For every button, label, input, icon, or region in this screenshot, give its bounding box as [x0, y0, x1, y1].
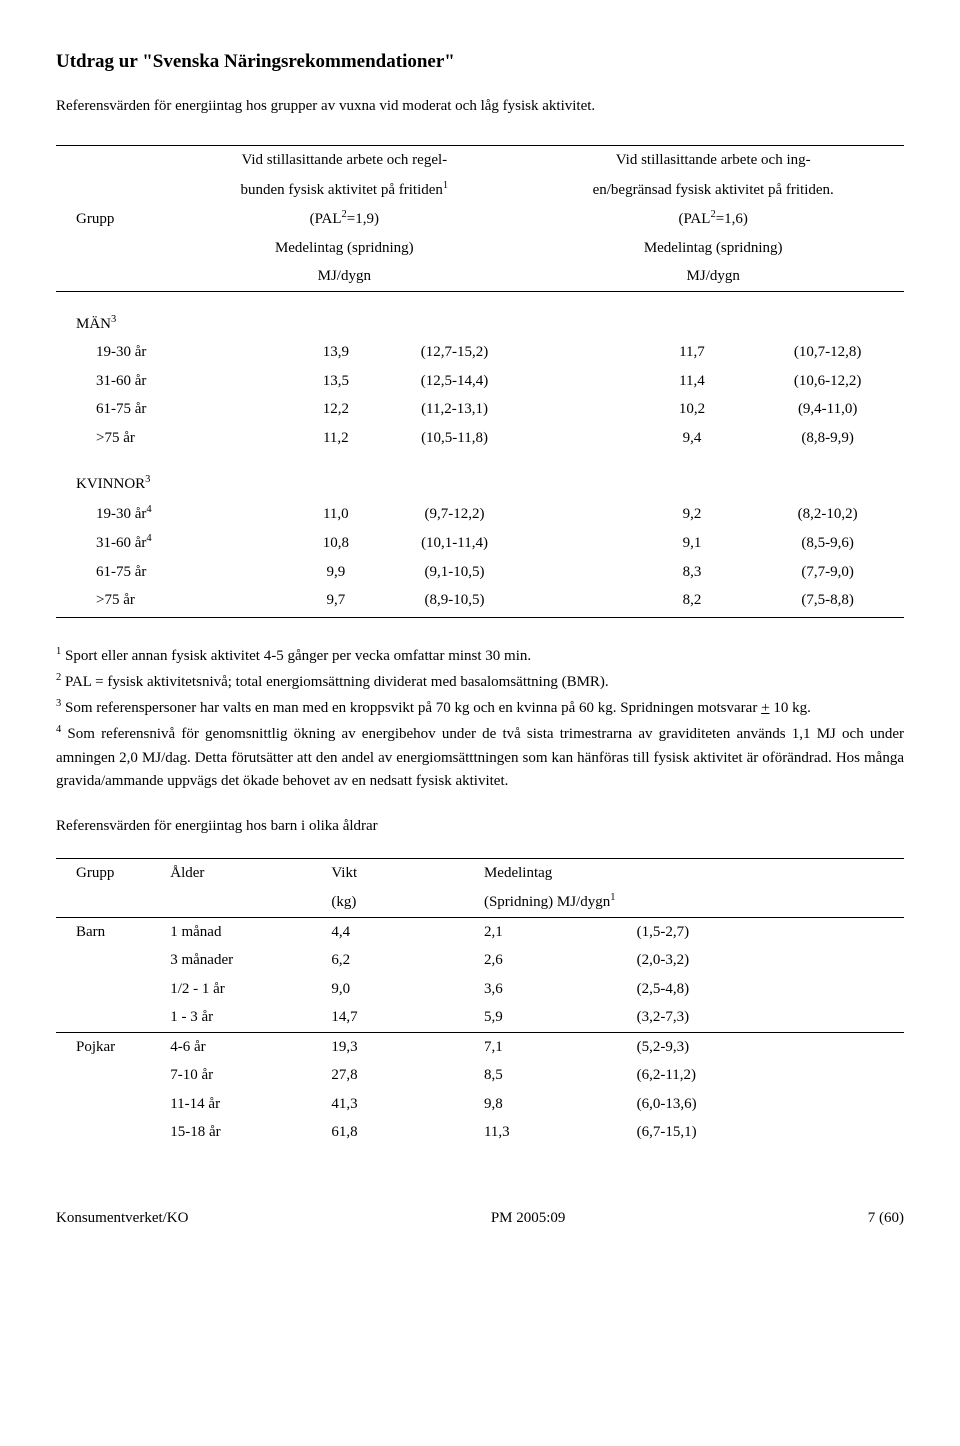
adult-table: Vid stillasittande arbete och regel- Vid… — [56, 145, 904, 618]
t2-h-weight: Vikt — [327, 858, 480, 887]
col2-header-l5: MJ/dygn — [522, 262, 904, 291]
table-row: 19-30 år13,9(12,7-15,2)11,7(10,7-12,8) — [56, 338, 904, 367]
t2-h-group: Grupp — [56, 858, 166, 887]
women-heading: KVINNOR3 — [56, 452, 904, 499]
table-row: 19-30 år411,0(9,7-12,2)9,2(8,2-10,2) — [56, 499, 904, 529]
table-row: 61-75 år9,9(9,1-10,5)8,3(7,7-9,0) — [56, 558, 904, 587]
t2-h-intake: Medelintag — [480, 858, 904, 887]
col2-header-l4: Medelintag (spridning) — [522, 234, 904, 263]
group-label: Grupp — [56, 204, 166, 234]
col2-header-l1: Vid stillasittande arbete och ing- — [522, 146, 904, 175]
table-row: >75 år9,7(8,9-10,5)8,2(7,5-8,8) — [56, 586, 904, 615]
table-row: 31-60 år410,8(10,1-11,4)9,1(8,5-9,6) — [56, 528, 904, 558]
col1-header-l2: bunden fysisk aktivitet på fritiden1 — [166, 175, 522, 205]
table-row: 1 - 3 år14,75,9(3,2-7,3) — [56, 1003, 904, 1032]
page-footer: Konsumentverket/KO PM 2005:09 7 (60) — [56, 1207, 904, 1230]
footer-center: PM 2005:09 — [491, 1207, 566, 1230]
table-row: 15-18 år61,811,3(6,7-15,1) — [56, 1118, 904, 1147]
children-heading: Referensvärden för energiintag hos barn … — [56, 815, 904, 838]
page-title: Utdrag ur "Svenska Näringsrekommendation… — [56, 48, 904, 77]
t2-h-weight2: (kg) — [327, 887, 480, 917]
table-row: 1/2 - 1 år9,03,6(2,5-4,8) — [56, 975, 904, 1004]
table-row: >75 år11,2(10,5-11,8)9,4(8,8-9,9) — [56, 424, 904, 453]
t2-h-intake2: (Spridning) MJ/dygn1 — [480, 887, 904, 917]
table-row: 61-75 år12,2(11,2-13,1)10,2(9,4-11,0) — [56, 395, 904, 424]
col1-header-l1: Vid stillasittande arbete och regel- — [166, 146, 522, 175]
men-heading: MÄN3 — [56, 291, 904, 338]
table-row: Pojkar4-6 år19,37,1(5,2-9,3) — [56, 1032, 904, 1061]
subtitle: Referensvärden för energiintag hos grupp… — [56, 95, 904, 118]
col1-header-l3: (PAL2=1,9) — [166, 204, 522, 234]
t2-h-age: Ålder — [166, 858, 327, 887]
table-row: 31-60 år13,5(12,5-14,4)11,4(10,6-12,2) — [56, 367, 904, 396]
col1-header-l4: Medelintag (spridning) — [166, 234, 522, 263]
table-row: 3 månader6,22,6(2,0-3,2) — [56, 946, 904, 975]
footnotes: 1 Sport eller annan fysisk aktivitet 4-5… — [56, 644, 904, 794]
children-table: Grupp Ålder Vikt Medelintag (kg) (Spridn… — [56, 858, 904, 1147]
col1-header-l5: MJ/dygn — [166, 262, 522, 291]
footer-right: 7 (60) — [868, 1207, 904, 1230]
table-row: 11-14 år41,39,8(6,0-13,6) — [56, 1090, 904, 1119]
footer-left: Konsumentverket/KO — [56, 1207, 188, 1230]
col2-header-l3: (PAL2=1,6) — [522, 204, 904, 234]
table-row: 7-10 år27,88,5(6,2-11,2) — [56, 1061, 904, 1090]
col2-header-l2: en/begränsad fysisk aktivitet på fritide… — [522, 175, 904, 205]
table-row: Barn1 månad4,42,1(1,5-2,7) — [56, 917, 904, 946]
